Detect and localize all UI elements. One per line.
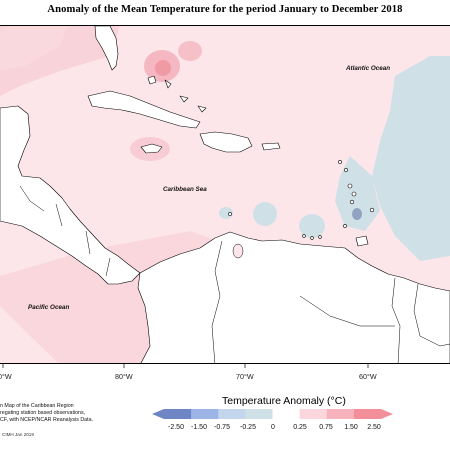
puerto-rico: [261, 142, 281, 151]
bahamas-island-3: [179, 95, 189, 103]
map-credit: CIMH Jan 2019: [2, 432, 34, 437]
barbados: [369, 207, 375, 213]
bahamas-island-4: [197, 105, 207, 113]
legend-swatch: [218, 409, 246, 419]
border-central-2: [55, 203, 63, 227]
central-america: [0, 105, 141, 285]
caribbean-sea-label: Caribbean Sea: [163, 186, 207, 193]
caption-line-2: regating station based observations,: [0, 410, 86, 417]
anomaly-cool-cell-3: [219, 207, 233, 219]
border-central-3: [85, 230, 91, 255]
legend-swatch: [164, 409, 192, 419]
legend-swatch: [326, 409, 355, 419]
bahamas-island-1: [147, 75, 157, 85]
island-abc-3: [318, 235, 322, 239]
map-caption: n Map of the Caribbean Region regating s…: [0, 403, 110, 425]
anomaly-atlantic-cool: [372, 56, 450, 261]
antilles-island-1: [347, 183, 353, 189]
trinidad: [355, 235, 369, 247]
florida: [94, 26, 119, 71]
bahamas-island-2: [164, 79, 172, 89]
longitude-label-60w: 60°W: [359, 372, 377, 381]
border-venezuela-guyana: [391, 277, 401, 363]
legend-tick-label: -0.75: [214, 424, 230, 431]
border-colombia-venezuela: [211, 240, 223, 363]
legend-tick-label: -2.50: [168, 424, 184, 431]
legend-tick-label: 0.75: [319, 424, 333, 431]
atlantic-ocean-label: Atlantic Ocean: [345, 65, 390, 72]
antilles-island-4: [344, 168, 348, 172]
legend-arrow-low: [152, 409, 164, 419]
caption-line-3: CF, with NCEP/NCAR Reanalysis Data.: [0, 417, 94, 424]
grenada: [343, 224, 347, 228]
cuba: [87, 90, 201, 129]
antilles-island-3: [349, 199, 355, 205]
anomaly-cool-cell-1: [253, 202, 277, 226]
border-guyana-suriname: [413, 283, 421, 337]
jamaica: [140, 143, 163, 154]
longitude-label-80w: 80°W: [115, 372, 133, 381]
legend-swatch: [272, 409, 300, 419]
map-frame: Atlantic Ocean Caribbean Sea Pacific Oce…: [0, 25, 450, 364]
antilles-island-2: [351, 191, 357, 197]
pacific-ocean-label: Pacific Ocean: [28, 304, 69, 311]
legend-arrow-high: [381, 409, 393, 419]
longitude-label-70w: 70°W: [236, 372, 254, 381]
color-legend: [152, 409, 393, 419]
anomaly-cool-cell-2: [299, 214, 325, 238]
island-small-1: [228, 212, 232, 216]
longitude-label-90w: 90°W: [0, 372, 12, 381]
legend-tick-label: -0.25: [240, 424, 256, 431]
legend-swatch: [191, 409, 219, 419]
legend-tick-label: -1.50: [191, 424, 207, 431]
caribbean-map: Atlantic Ocean Caribbean Sea Pacific Oce…: [0, 26, 450, 363]
border-venezuela-brazil: [299, 295, 395, 327]
country-borders: [19, 185, 450, 363]
south-america: [137, 231, 450, 363]
caption-line-1: n Map of the Caribbean Region: [0, 403, 74, 409]
longitude-ticks: [2, 364, 369, 368]
hispaniola: [199, 131, 253, 153]
legend-title: Temperature Anomaly (°C): [222, 395, 346, 407]
island-abc-2: [310, 236, 314, 240]
anomaly-north-warm: [0, 26, 68, 71]
legend-tick-label: 2.50: [367, 424, 381, 431]
anomaly-bahamas-core: [155, 60, 171, 76]
antilles-island-5: [338, 160, 342, 164]
border-suriname-south: [419, 335, 450, 347]
legend-tick-label: 1.50: [344, 424, 358, 431]
legend-swatch: [353, 409, 382, 419]
lake-maracaibo: [232, 243, 244, 259]
legend-tick-label: 0.25: [293, 424, 307, 431]
border-central-1: [19, 185, 45, 212]
anomaly-cool-core: [352, 208, 362, 220]
border-central-4: [105, 257, 111, 277]
anomaly-bahamas-north: [178, 41, 202, 61]
island-abc-1: [302, 234, 306, 238]
legend-swatch: [245, 409, 273, 419]
legend-tick-label: 0: [271, 424, 275, 431]
map-title: Anomaly of the Mean Temperature for the …: [47, 4, 403, 15]
land-masses: [0, 26, 450, 363]
legend-swatch: [299, 409, 328, 419]
